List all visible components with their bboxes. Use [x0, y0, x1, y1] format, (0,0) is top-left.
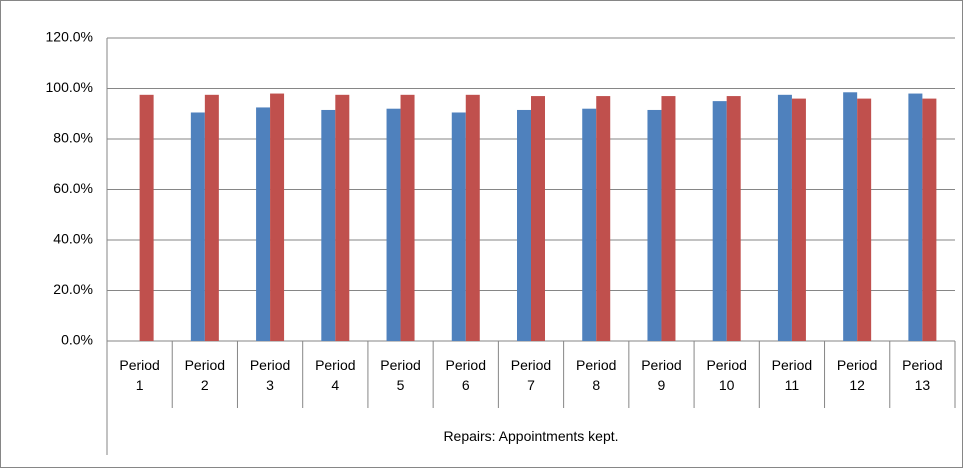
bar — [139, 94, 154, 341]
y-tick-label: 60.0% — [53, 180, 93, 196]
x-tick-label: Period 9 — [641, 357, 682, 393]
bar — [204, 94, 219, 341]
bar — [190, 112, 205, 341]
y-tick-label: 20.0% — [53, 281, 93, 297]
bar — [791, 98, 806, 341]
x-tick-label: Period 11 — [771, 357, 813, 393]
x-tick-label: Period 7 — [510, 357, 552, 393]
bar — [843, 92, 858, 341]
group-label: Repairs: Appointments kept. — [443, 428, 619, 444]
bar — [596, 96, 611, 341]
y-tick-label: 0.0% — [61, 332, 93, 348]
bar — [531, 96, 545, 341]
x-tick-label: Period 2 — [184, 357, 226, 393]
bar — [386, 108, 401, 341]
x-tick-label: Period 10 — [706, 357, 747, 393]
bar — [857, 98, 872, 341]
x-tick-label: Period 4 — [315, 357, 356, 393]
bar — [908, 93, 923, 341]
bar — [647, 109, 662, 342]
bar — [726, 96, 741, 341]
x-tick-label: Period 6 — [445, 357, 486, 393]
y-tick-label: 40.0% — [53, 231, 93, 247]
y-tick-label: 120.0% — [46, 29, 93, 45]
y-tick-label: 100.0% — [46, 79, 93, 95]
bar — [335, 94, 350, 341]
bar — [661, 96, 676, 341]
x-tick-label: Period 12 — [836, 357, 878, 393]
bar — [400, 94, 415, 341]
bar — [777, 94, 792, 341]
bar — [712, 101, 727, 341]
bar — [517, 109, 531, 342]
x-tick-label: Period 13 — [902, 357, 943, 393]
bar — [582, 108, 597, 341]
bar — [465, 94, 480, 341]
y-tick-label: 80.0% — [53, 130, 93, 146]
bar — [256, 107, 271, 341]
x-tick-label: Period 3 — [249, 357, 291, 393]
bar — [922, 98, 937, 341]
x-tick-label: Period 8 — [575, 357, 617, 393]
bar — [270, 93, 285, 341]
bar — [451, 112, 466, 341]
bar — [321, 109, 336, 342]
x-tick-label: Period 1 — [119, 357, 160, 393]
x-tick-label: Period 5 — [380, 357, 421, 393]
